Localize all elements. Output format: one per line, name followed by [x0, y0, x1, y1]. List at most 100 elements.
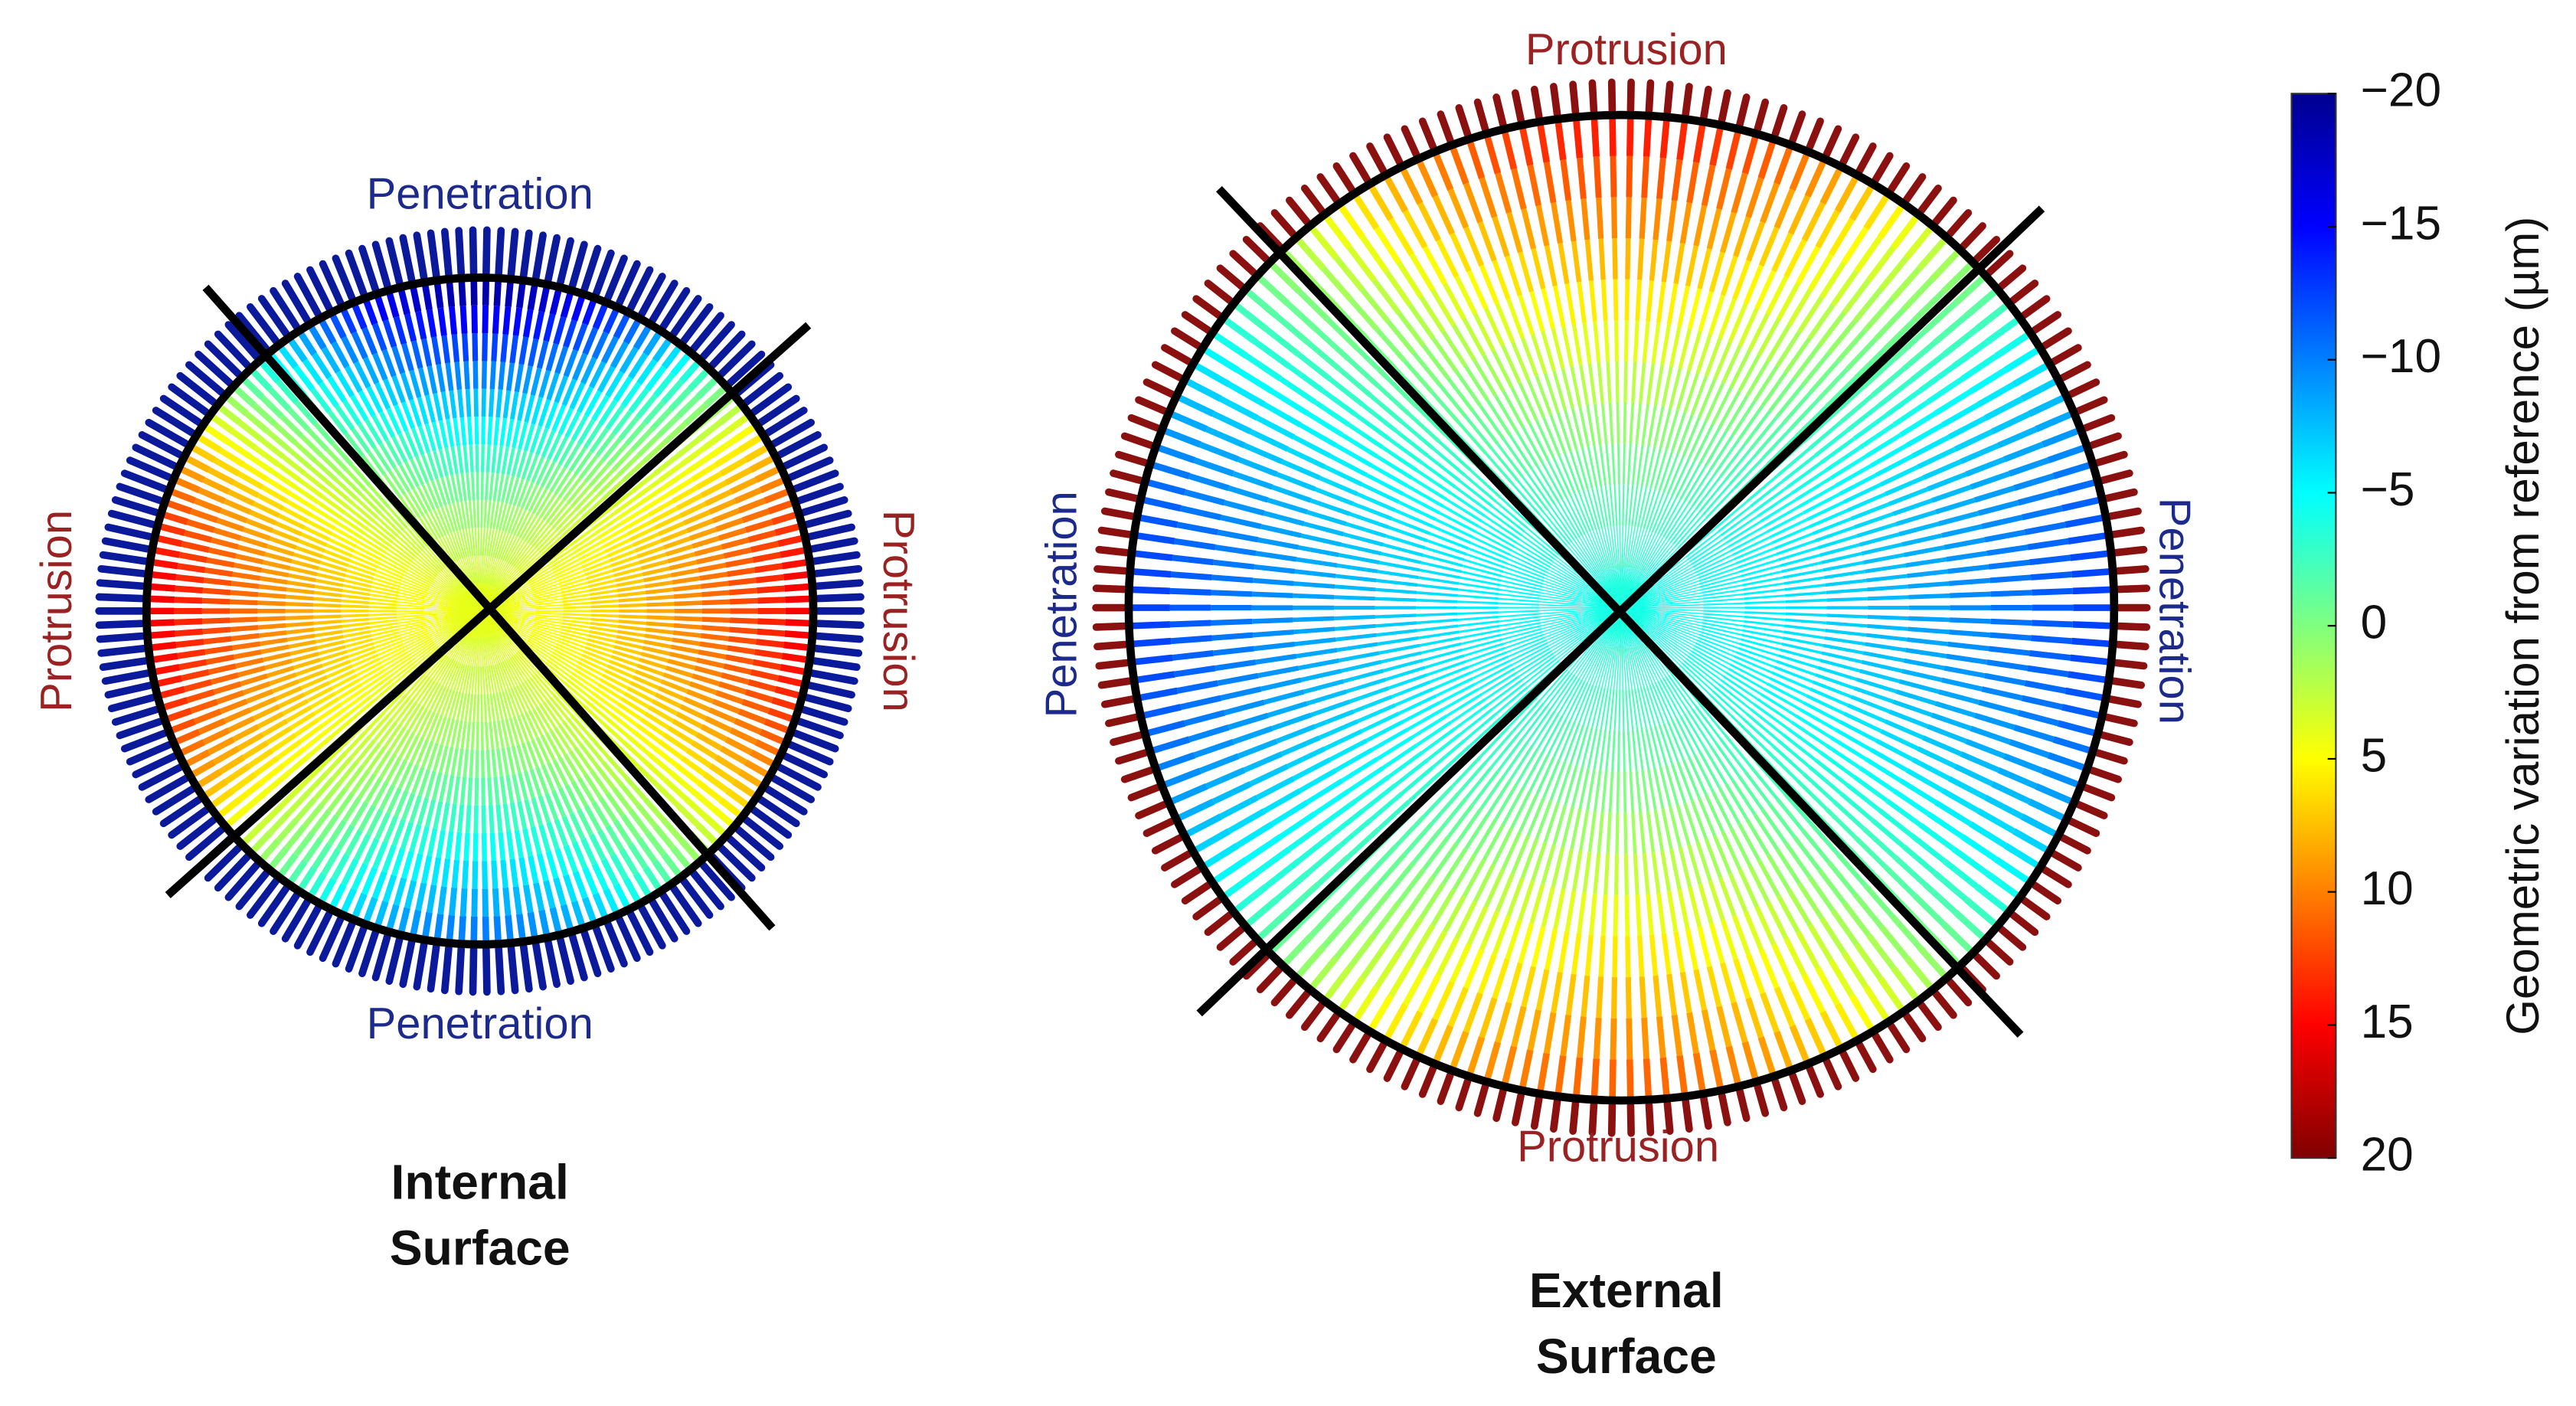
radial-stripe — [1463, 813, 1490, 851]
radial-stripe — [1286, 746, 1326, 769]
radial-stripe — [1529, 291, 1545, 332]
radial-stripe — [282, 698, 309, 716]
radial-stripe — [572, 322, 588, 352]
radial-stripe — [1579, 537, 1601, 573]
radial-stripe — [1590, 645, 1607, 685]
radial-stripe — [517, 650, 538, 672]
radial-stripe — [175, 574, 204, 584]
radial-stripe — [1828, 217, 1855, 257]
radial-stripe — [1653, 809, 1664, 852]
radial-stripe — [645, 831, 667, 857]
rim-tick — [270, 286, 301, 331]
radial-stripe — [1541, 715, 1564, 753]
radial-stripe — [526, 741, 539, 769]
radial-stripe — [453, 663, 464, 691]
radial-stripe — [1388, 437, 1424, 465]
radial-stripe — [1551, 202, 1564, 244]
radial-stripe — [1613, 279, 1619, 321]
radial-stripe — [2028, 650, 2071, 661]
radial-stripe — [506, 618, 534, 628]
radial-stripe — [667, 477, 695, 496]
radial-stripe — [1938, 689, 1979, 705]
radial-stripe — [1947, 641, 1989, 652]
radial-stripe — [439, 659, 454, 685]
radial-stripe — [1718, 298, 1737, 339]
radial-stripe — [216, 690, 245, 705]
radial-stripe — [524, 680, 541, 705]
radial-stripe — [1263, 511, 1305, 526]
radial-stripe — [405, 636, 431, 651]
radial-stripe — [675, 394, 701, 419]
radial-stripe — [552, 505, 573, 529]
radial-stripe — [1337, 874, 1370, 908]
rim-tick — [776, 431, 822, 459]
radial-stripe — [1646, 490, 1661, 530]
radial-stripe — [1705, 382, 1725, 422]
radial-stripe — [190, 508, 219, 524]
radial-stripe — [494, 633, 511, 659]
radial-stripe — [439, 773, 449, 803]
radial-stripe — [1679, 202, 1692, 244]
radial-stripe — [323, 659, 351, 673]
radial-stripe — [1694, 645, 1731, 665]
radial-stripe — [313, 597, 342, 603]
radial-stripe — [1466, 553, 1505, 569]
radial-stripe — [351, 331, 368, 359]
radial-stripe — [1658, 624, 1696, 644]
radial-stripe — [1783, 630, 1825, 639]
radial-stripe — [449, 390, 457, 419]
radial-stripe — [520, 482, 534, 509]
radial-stripe — [495, 389, 503, 418]
radial-stripe — [1416, 721, 1453, 747]
rim-tick — [791, 469, 839, 493]
radial-stripe — [1362, 783, 1397, 813]
radial-stripe — [1329, 378, 1365, 407]
radial-stripe — [306, 871, 327, 900]
rim-tick — [796, 718, 844, 740]
radial-stripe — [355, 497, 379, 519]
radial-stripe — [1587, 811, 1597, 852]
radial-stripe — [344, 432, 364, 457]
radial-stripe — [1934, 497, 1976, 515]
radial-stripe — [696, 420, 723, 443]
radial-stripe — [2028, 393, 2068, 417]
radial-stripe — [1446, 498, 1483, 523]
rim-tick — [1512, 1091, 1525, 1126]
radial-stripe — [1551, 846, 1565, 888]
radial-stripe — [482, 916, 490, 945]
radial-stripe — [628, 842, 649, 870]
rim-tick — [2107, 695, 2142, 708]
radial-stripe — [1697, 926, 1712, 968]
radial-stripe — [484, 472, 489, 501]
radial-stripe — [570, 901, 587, 930]
radial-stripe — [1547, 571, 1585, 591]
radial-stripe — [1776, 659, 1816, 676]
radial-stripe — [1543, 1012, 1557, 1054]
radial-stripe — [1539, 600, 1581, 606]
radial-stripe — [427, 452, 439, 480]
radial-stripe — [1785, 618, 1826, 625]
radial-stripe — [319, 561, 348, 573]
radial-stripe — [550, 551, 575, 568]
radial-stripe — [1412, 829, 1442, 864]
radial-stripe — [530, 826, 542, 855]
radial-stripe — [1463, 474, 1497, 503]
radial-stripe — [1442, 688, 1479, 711]
radial-stripe — [1402, 701, 1440, 724]
radial-stripe — [1462, 858, 1486, 898]
radial-stripe — [1362, 403, 1397, 433]
radial-stripe — [1149, 736, 1191, 755]
radial-stripe — [403, 493, 421, 518]
radial-stripe — [491, 560, 504, 587]
radial-stripe — [718, 402, 744, 425]
radial-stripe — [1683, 802, 1699, 843]
rim-tick — [319, 260, 345, 307]
radial-stripe — [480, 750, 485, 778]
radial-stripe — [1870, 443, 1908, 468]
radial-stripe — [549, 907, 563, 936]
radial-stripe — [244, 788, 270, 811]
radial-stripe — [1613, 484, 1618, 526]
radial-stripe — [695, 374, 721, 400]
radial-stripe — [1503, 571, 1544, 585]
radial-stripe — [426, 482, 440, 509]
